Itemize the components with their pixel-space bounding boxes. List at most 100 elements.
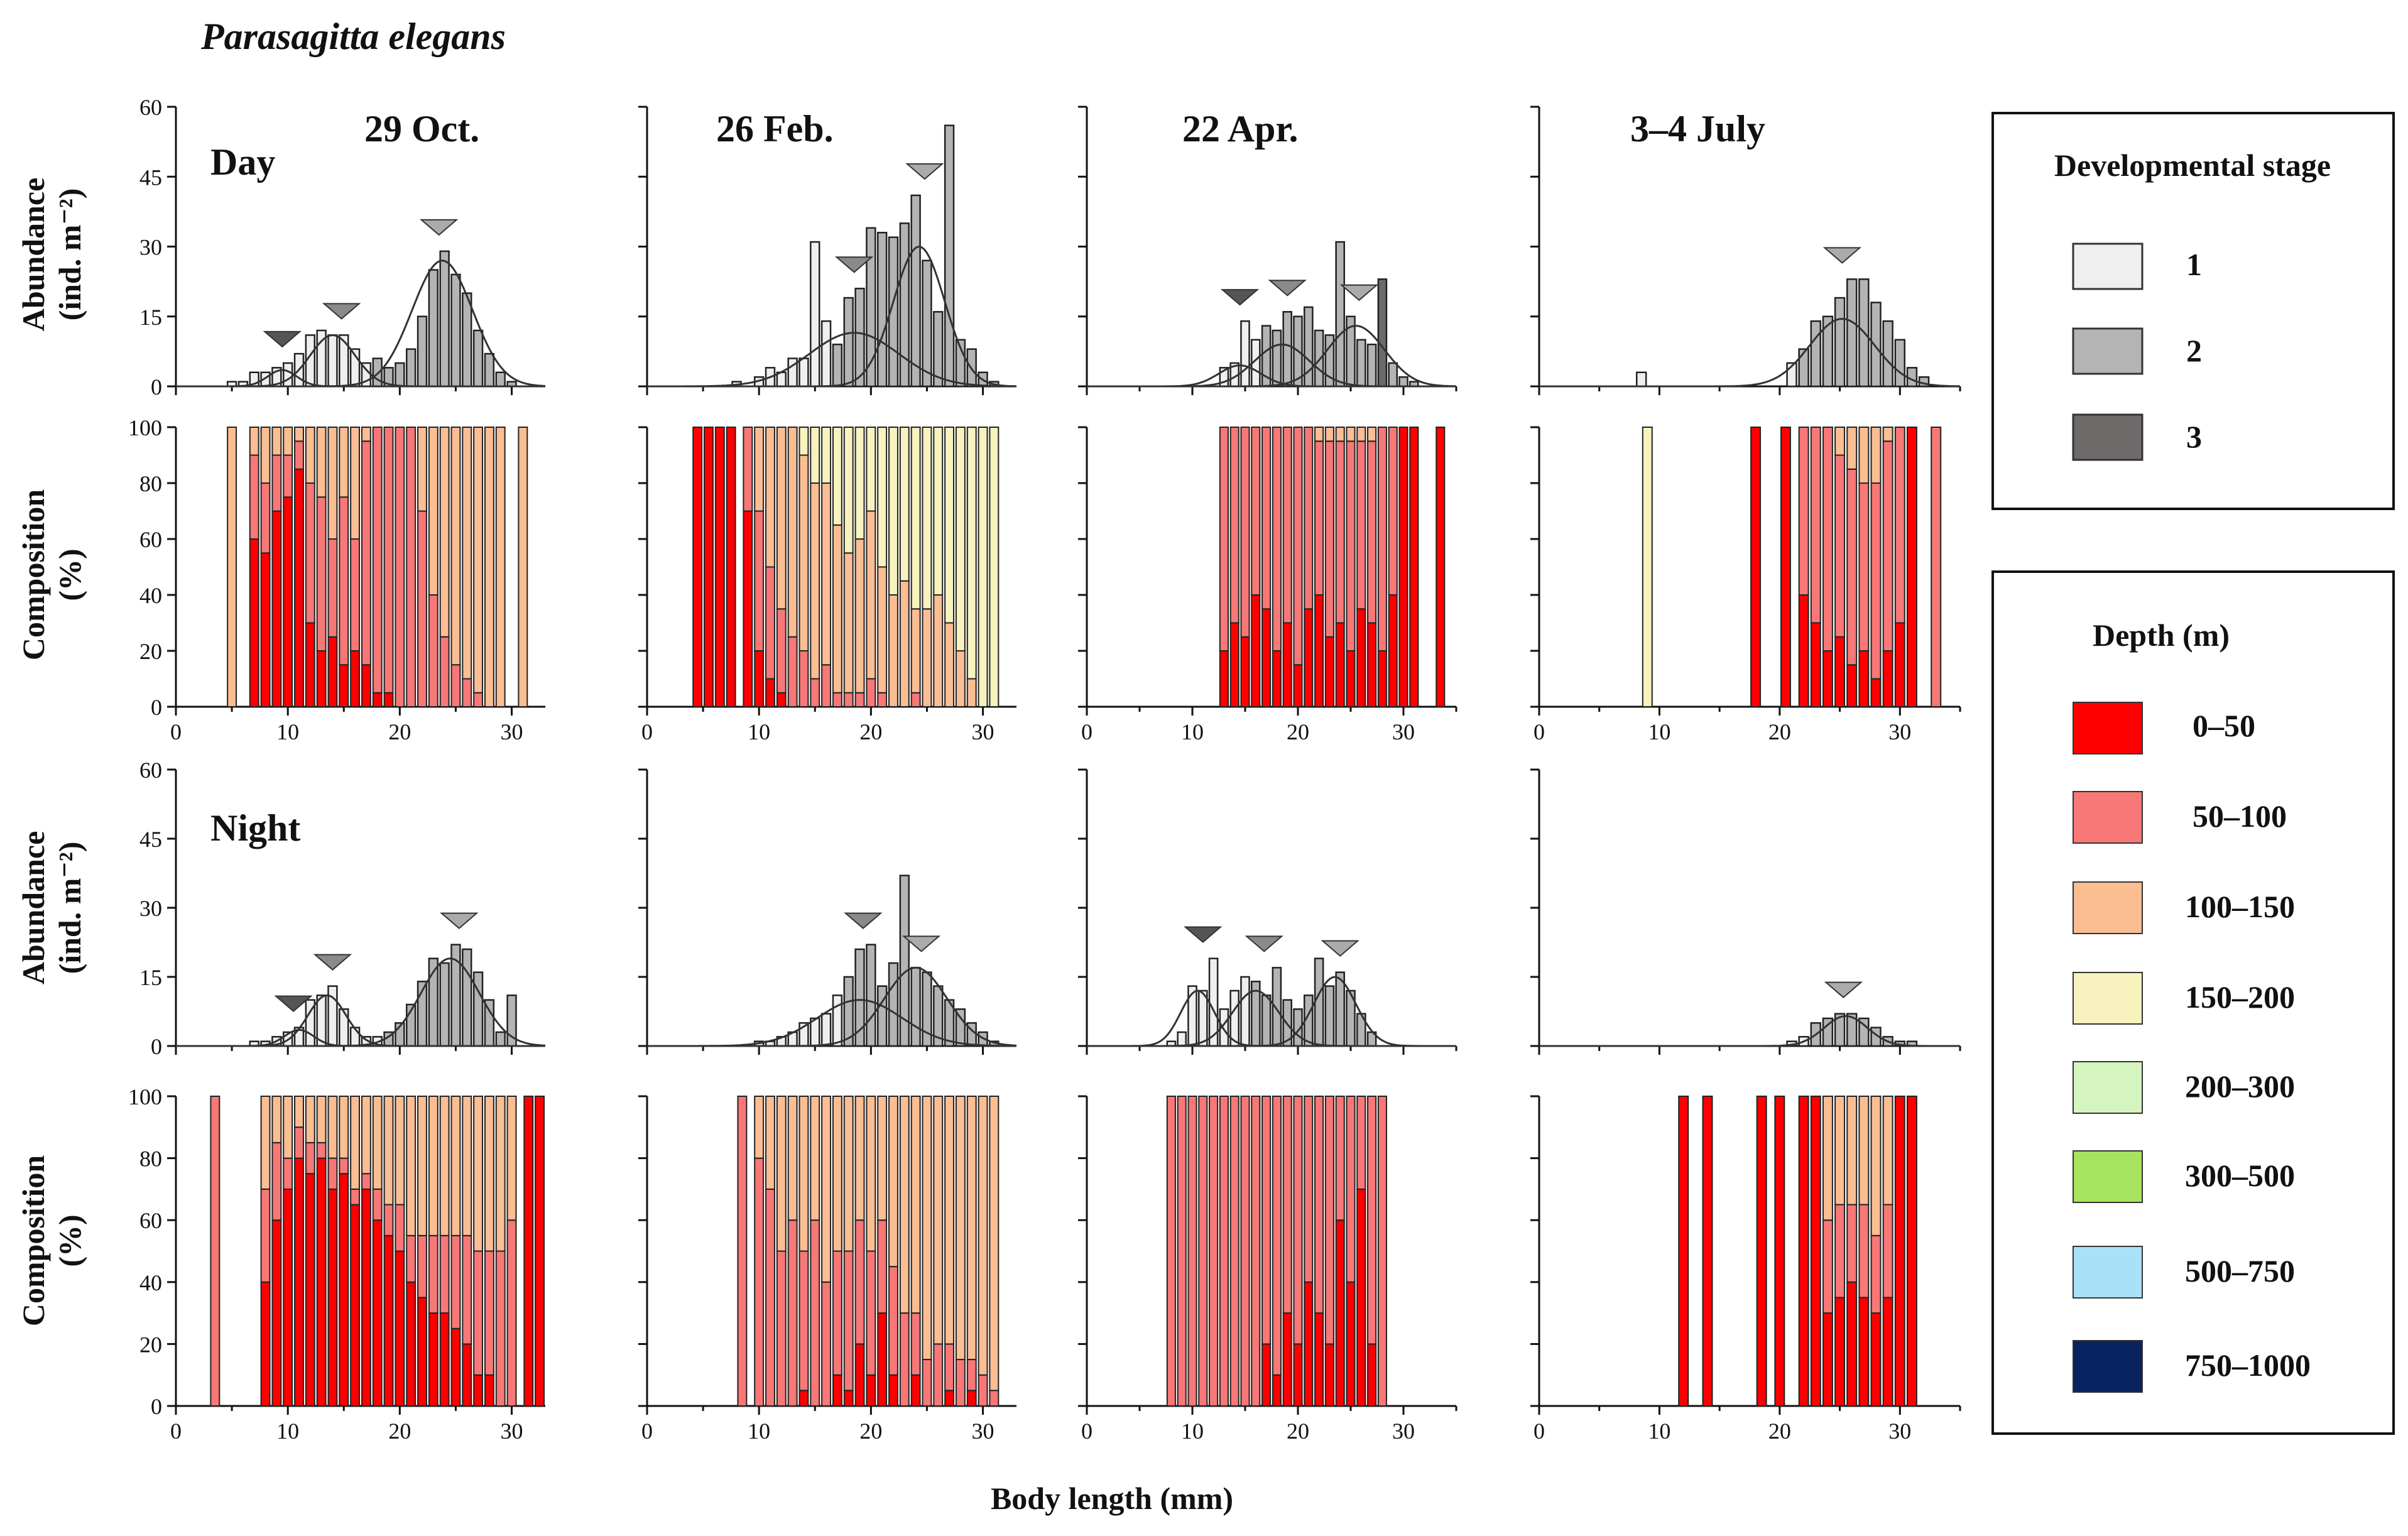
- composition-segment: [798, 427, 809, 456]
- composition-segment: [966, 427, 977, 680]
- cohort-mode-marker: [1184, 926, 1223, 943]
- composition-segment: [372, 1096, 383, 1190]
- ylabel-abundance-day: Abundance (ind. m⁻²): [16, 178, 87, 332]
- composition-segment: [1870, 1096, 1882, 1236]
- stage-swatch-2: [2072, 327, 2144, 375]
- composition-segment: [978, 1096, 988, 1376]
- composition-segment: [439, 1096, 450, 1236]
- composition-segment: [1261, 427, 1272, 610]
- x-tick-label: 20: [859, 719, 882, 744]
- composition-segment: [854, 692, 865, 707]
- y-tick-label: 0: [151, 1034, 162, 1059]
- composition-segment: [933, 1343, 944, 1407]
- composition-segment: [271, 1141, 282, 1221]
- x-tick-label: 30: [1888, 719, 1911, 744]
- cohort-mode-marker: [844, 912, 883, 929]
- composition-segment: [305, 1173, 315, 1407]
- composition-segment: [1346, 1096, 1356, 1283]
- panel-day-composition-2: 0 10 20 30: [1078, 426, 1457, 744]
- composition-segment: [966, 1359, 977, 1392]
- composition-segment: [1846, 664, 1858, 707]
- composition-segment: [832, 1250, 842, 1376]
- composition-segment: [1882, 1297, 1893, 1407]
- composition-segment: [339, 1157, 349, 1175]
- composition-segment: [316, 427, 327, 498]
- composition-segment: [776, 1250, 787, 1407]
- cohort-mode-marker: [1824, 981, 1863, 998]
- composition-segment: [1251, 1096, 1261, 1407]
- composition-segment: [1356, 1188, 1366, 1407]
- composition-segment: [1209, 1096, 1219, 1407]
- svg-text:Composition: Composition: [16, 489, 51, 660]
- abundance-bar: [866, 944, 876, 1047]
- abundance-bar: [1822, 315, 1834, 388]
- composition-segment: [899, 580, 910, 707]
- composition-segment: [1846, 1096, 1858, 1206]
- composition-segment: [866, 1250, 876, 1376]
- composition-segment: [1356, 440, 1366, 610]
- composition-segment: [339, 496, 349, 666]
- composition-segment: [462, 1234, 472, 1345]
- y-tick-label: 20: [139, 639, 162, 664]
- composition-segment: [933, 427, 944, 596]
- composition-segment: [361, 1173, 371, 1190]
- abundance-bar: [1377, 278, 1388, 388]
- abundance-bar: [888, 962, 899, 1047]
- composition-segment: [966, 678, 977, 707]
- stage-legend-title: Developmental stage: [2054, 148, 2331, 183]
- abundance-bar: [395, 362, 405, 388]
- composition-segment: [888, 594, 898, 707]
- composition-segment: [462, 1343, 472, 1407]
- y-tick-label: 60: [139, 758, 162, 783]
- composition-segment: [260, 1096, 271, 1190]
- composition-segment: [1272, 427, 1282, 651]
- composition-segment: [294, 468, 304, 707]
- composition-segment: [361, 1188, 371, 1407]
- composition-segment: [1846, 468, 1858, 666]
- composition-segment: [1377, 650, 1387, 707]
- composition-segment: [305, 427, 315, 484]
- composition-segment: [462, 678, 472, 707]
- abundance-bar: [1366, 344, 1377, 388]
- composition-segment: [450, 1234, 461, 1329]
- composition-segment: [843, 1096, 854, 1252]
- composition-segment: [1388, 594, 1398, 707]
- composition-segment: [249, 427, 259, 456]
- normal-fit-curve: [1087, 989, 1456, 1047]
- panel-day-abundance-1: [638, 106, 1017, 395]
- composition-segment: [1931, 427, 1942, 707]
- depth-swatch-50-100: [2073, 791, 2143, 844]
- composition-segment: [1750, 427, 1762, 707]
- composition-segment: [1367, 1343, 1377, 1407]
- composition-segment: [1798, 427, 1809, 596]
- date-title-apr: 22 Apr.: [1182, 108, 1299, 150]
- x-tick-label: 10: [748, 719, 770, 744]
- composition-segment: [1261, 608, 1272, 707]
- composition-segment: [1219, 1096, 1229, 1407]
- composition-segment: [1198, 1096, 1208, 1407]
- composition-segment: [484, 1374, 494, 1407]
- cohort-mode-marker: [1822, 247, 1862, 264]
- composition-segment: [692, 427, 703, 707]
- composition-segment: [428, 1096, 439, 1236]
- y-tick-label: 20: [139, 1332, 162, 1357]
- composition-segment: [260, 482, 271, 554]
- composition-segment: [787, 1096, 798, 1221]
- composition-segment: [1834, 1297, 1846, 1407]
- stage-label-1: 1: [2186, 247, 2202, 282]
- y-tick-label: 60: [139, 527, 162, 552]
- abundance-bar: [1834, 297, 1846, 388]
- composition-segment: [1293, 1343, 1303, 1407]
- abundance-bar: [472, 971, 484, 1047]
- composition-segment: [1251, 594, 1261, 707]
- abundance-bar: [854, 288, 865, 388]
- abundance-bar: [955, 1008, 966, 1047]
- composition-segment: [978, 427, 988, 707]
- composition-segment: [428, 1312, 439, 1407]
- composition-segment: [283, 1188, 293, 1407]
- abundance-bar: [1272, 329, 1282, 388]
- composition-segment: [1272, 1096, 1282, 1376]
- composition-segment: [316, 650, 327, 707]
- depth-swatch-100-150: [2073, 881, 2143, 934]
- ylabel-abundance-night: Abundance (ind. m⁻²): [16, 831, 87, 985]
